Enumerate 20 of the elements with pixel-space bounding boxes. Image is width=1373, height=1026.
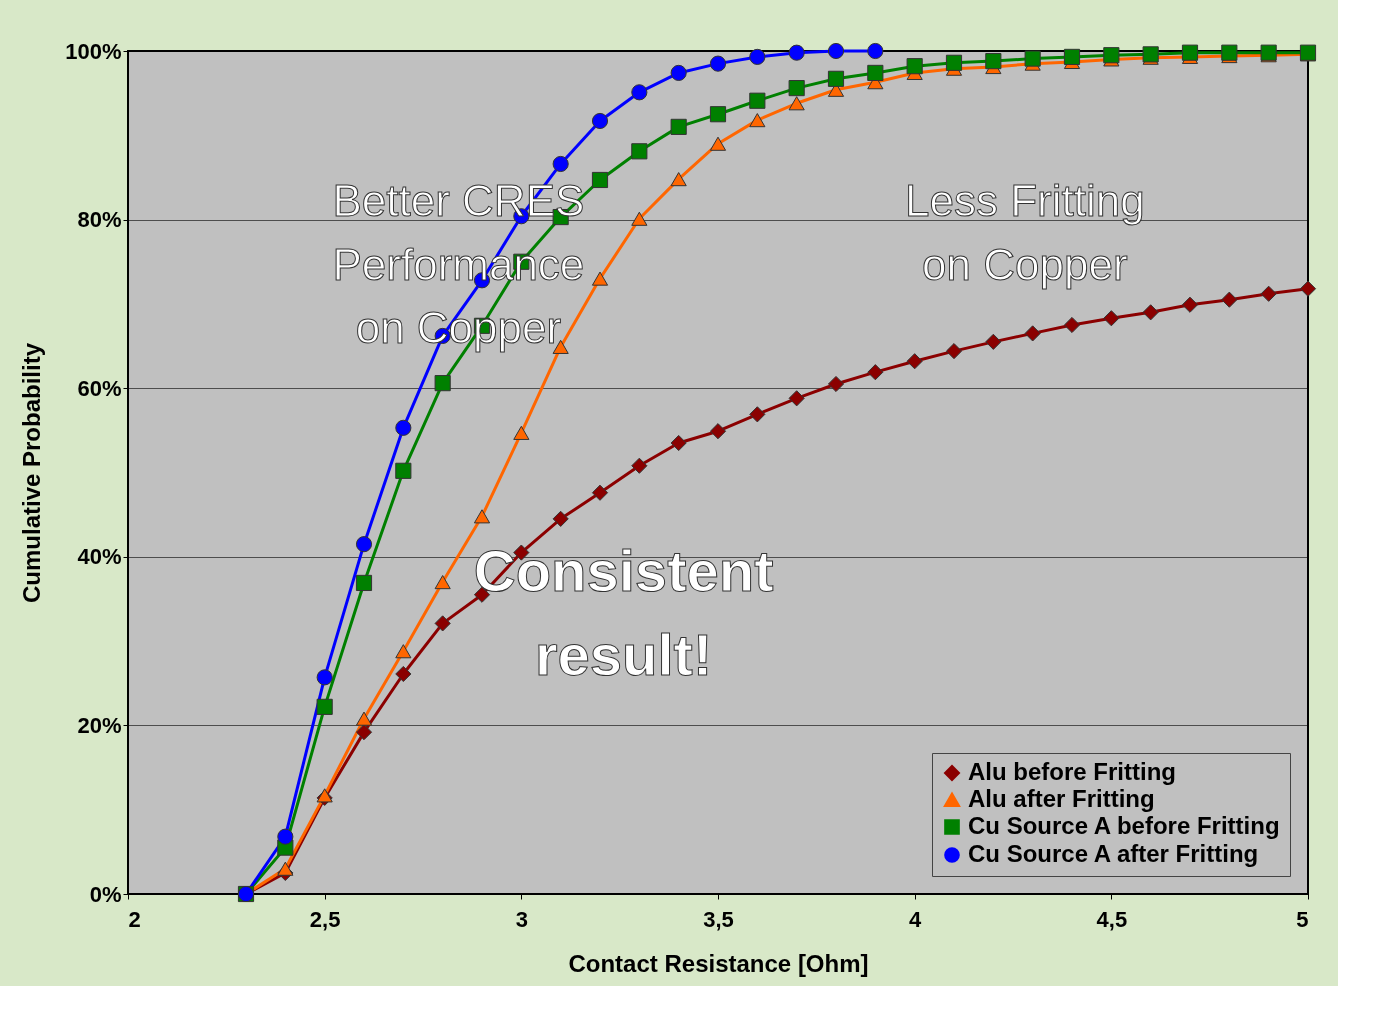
y-tick-label: 60% [77,375,122,401]
x-axis-title: Contact Resistance [Ohm] [568,949,869,977]
y-axis-title: Cumulative Probability [18,342,46,604]
y-tick-label: 80% [77,207,122,233]
legend-label: Cu Source A after Fritting [968,840,1259,867]
annotation: Less Fritting on Copper [904,175,1145,289]
y-tick-label: 20% [77,712,122,738]
legend-label: Alu after Fritting [968,785,1155,812]
x-tick-label: 2,5 [309,906,341,932]
y-tick-label: 100% [65,38,122,64]
x-tick-label: 4,5 [1096,906,1128,932]
y-tick-label: 40% [77,544,122,570]
legend-label: Cu Source A before Fritting [968,812,1280,839]
y-tick-label: 0% [89,881,122,907]
x-tick-label: 5 [1296,906,1309,932]
legend-label: Alu before Fritting [968,758,1176,785]
x-tick-label: 2 [128,906,141,932]
x-tick-label: 3,5 [703,906,734,932]
x-tick-label: 3 [515,906,528,932]
x-tick-label: 4 [909,906,923,932]
